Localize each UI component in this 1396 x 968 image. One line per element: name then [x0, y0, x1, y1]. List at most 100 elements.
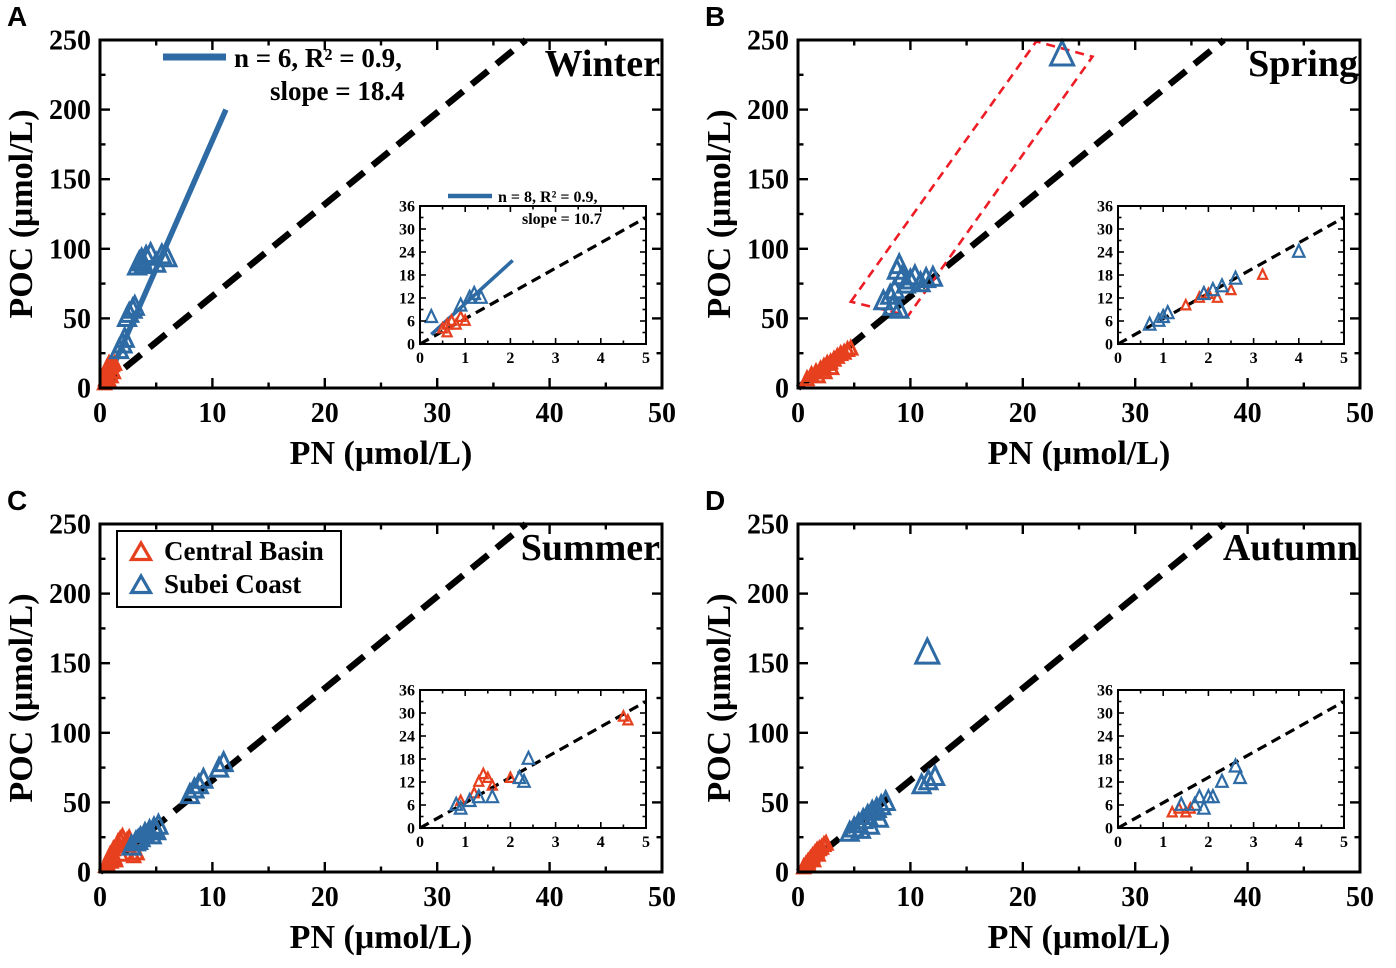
x-tick-label: 0: [416, 834, 424, 851]
y-tick-label: 150: [747, 165, 789, 196]
x-tick-label: 2: [1204, 834, 1212, 851]
y-tick-label: 0: [77, 374, 91, 405]
y-axis-title: POC (μmol/L): [701, 109, 738, 318]
x-tick-label: 0: [93, 882, 107, 913]
triangle-marker: [872, 287, 895, 311]
triangle-marker: [917, 767, 940, 791]
triangle-marker: [516, 772, 532, 788]
triangle-marker: [477, 766, 490, 780]
triangle-marker: [454, 309, 467, 322]
y-tick-label: 50: [761, 788, 789, 819]
inset-plot: n = 8, R² = 0.9,slope = 10.70 1 2 3 4 5061218…: [399, 189, 650, 367]
x-tick-label: 20: [1009, 882, 1037, 913]
triangle-marker: [156, 244, 179, 268]
panel-letter-b: B: [705, 1, 726, 32]
y-tick-label: 250: [49, 26, 91, 57]
season-title-summer: Summer: [520, 527, 660, 569]
y-tick-label: 12: [1097, 774, 1113, 791]
triangle-marker: [823, 357, 841, 376]
legend-label-central-basin: Central Basin: [164, 536, 324, 566]
triangle-marker: [471, 787, 487, 804]
inset-annotation-line1: n = 8, R² = 0.9,: [498, 189, 597, 206]
legend-item-central-basin: Central Basin: [128, 536, 324, 567]
triangle-marker: [445, 312, 458, 326]
triangle-marker: [1205, 787, 1221, 804]
redfield-reference-line: [97, 37, 528, 391]
redfield-reference-line: [795, 37, 1226, 391]
x-tick-label: 50: [1346, 882, 1374, 913]
y-tick-label: 12: [399, 290, 415, 307]
triangle-marker: [192, 766, 215, 789]
x-tick-label: 2: [1204, 350, 1212, 367]
triangle-marker: [440, 324, 454, 338]
x-tick-label: 50: [1346, 398, 1374, 429]
triangle-marker: [1228, 756, 1244, 773]
x-tick-label: 4: [597, 834, 605, 851]
y-tick-label: 200: [49, 579, 91, 610]
y-tick-label: 50: [63, 788, 91, 819]
triangle-marker: [1184, 800, 1197, 814]
triangle-marker: [922, 264, 944, 287]
plot-frame: [98, 38, 664, 390]
triangle-marker: [870, 792, 893, 816]
triangle-marker: [817, 833, 835, 851]
panel-c-summer: C Summer Central Basin Subei Coast 0 10 20…: [0, 484, 698, 968]
inset-annotation-line2: slope = 10.7: [522, 211, 602, 228]
x-tick-label: 10: [198, 398, 226, 429]
x-tick-label: 1: [461, 350, 469, 367]
y-tick-label: 12: [1097, 290, 1113, 307]
triangle-marker: [113, 325, 136, 348]
y-tick-label: 200: [747, 579, 789, 610]
triangle-marker: [1196, 284, 1212, 301]
x-tick-label: 3: [1250, 350, 1258, 367]
panel-d-autumn: D Autumn 0 10 20 30 40 50 0 50 100 150 200 250 POC (…: [698, 484, 1396, 968]
y-tick-label: 18: [399, 751, 415, 768]
triangle-marker: [1173, 795, 1189, 811]
y-tick-label: 200: [49, 95, 91, 126]
triangle-marker: [1193, 289, 1206, 303]
triangle-marker: [899, 266, 922, 290]
plot-frame: [419, 205, 647, 345]
x-tick-label: 1: [1159, 350, 1167, 367]
y-tick-label: 36: [1097, 198, 1113, 215]
y-axis-title: POC (μmol/L): [701, 593, 738, 802]
x-tick-label: 4: [597, 350, 605, 367]
plot-frame: [796, 38, 1362, 390]
y-tick-label: 30: [1097, 221, 1113, 238]
triangle-marker: [472, 773, 486, 787]
triangle-marker: [212, 749, 235, 773]
triangle-marker: [100, 353, 118, 371]
y-tick-label: 50: [761, 304, 789, 335]
x-tick-label: 0: [1114, 834, 1122, 851]
plot-frame: [1117, 689, 1345, 829]
triangle-marker: [913, 635, 942, 665]
x-tick-label: 3: [552, 350, 560, 367]
y-tick-label: 250: [49, 510, 91, 541]
plot-frame: [796, 522, 1362, 874]
x-tick-label: 2: [506, 350, 514, 367]
x-tick-label: 40: [536, 398, 564, 429]
triangle-marker: [449, 316, 463, 330]
x-tick-label: 5: [642, 350, 650, 367]
x-axis-title: PN (μmol/L): [988, 435, 1171, 472]
x-tick-label: 20: [1009, 398, 1037, 429]
y-tick-label: 24: [1097, 244, 1113, 261]
y-tick-label: 6: [1105, 313, 1113, 330]
season-title-autumn: Autumn: [1222, 527, 1358, 569]
triangle-marker: [1232, 768, 1248, 785]
triangle-marker: [462, 791, 478, 808]
y-tick-label: 30: [399, 221, 415, 238]
triangle-marker: [1211, 289, 1224, 303]
y-tick-label: 100: [747, 234, 789, 265]
legend-item-subei-coast: Subei Coast: [128, 569, 324, 600]
y-tick-label: 0: [775, 858, 789, 889]
season-title-winter: Winter: [544, 43, 660, 85]
x-tick-label: 40: [536, 882, 564, 913]
regression-line: [110, 108, 229, 367]
y-tick-label: 30: [1097, 705, 1113, 722]
y-tick-label: 30: [399, 705, 415, 722]
y-tick-label: 6: [407, 797, 415, 814]
central-basin-triangle-icon: [128, 540, 154, 562]
